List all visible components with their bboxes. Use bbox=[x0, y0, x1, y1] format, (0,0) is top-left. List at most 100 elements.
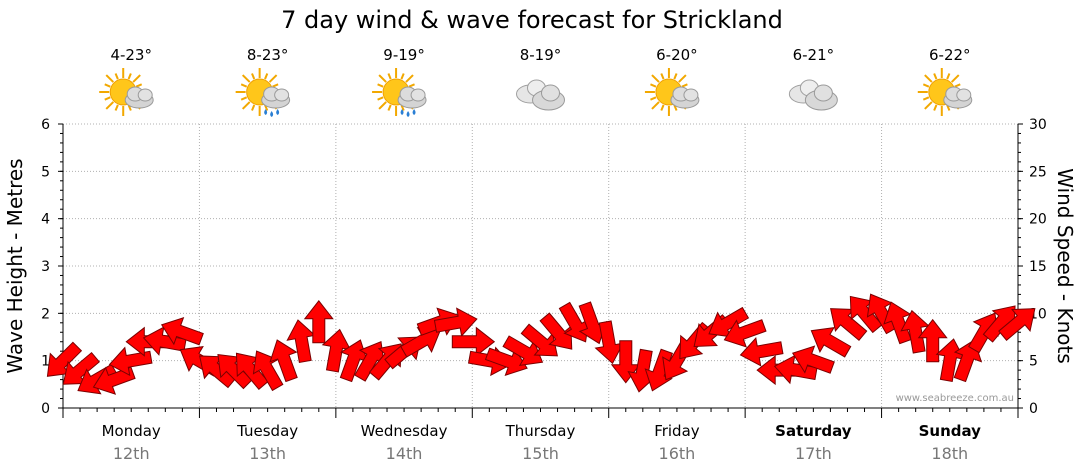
sun-ray bbox=[114, 73, 119, 80]
wind-arrow bbox=[321, 328, 352, 373]
sun-ray bbox=[922, 83, 930, 88]
wind-arrow bbox=[917, 318, 948, 363]
sun-cloud-icon bbox=[644, 68, 700, 116]
sun-ray bbox=[946, 73, 951, 80]
wind-arrow bbox=[62, 351, 100, 385]
wind-arrow bbox=[46, 341, 83, 377]
rain-drop bbox=[412, 109, 416, 115]
cloud-icon bbox=[516, 79, 565, 111]
sun-ray bbox=[651, 101, 660, 110]
sun-ray bbox=[272, 83, 279, 88]
day-date-label: 13th bbox=[249, 444, 286, 463]
temperature-label: 8-19° bbox=[520, 46, 562, 64]
sun-ray bbox=[650, 96, 657, 101]
rain-drop bbox=[276, 109, 280, 115]
right-tick-label: 0 bbox=[1029, 401, 1038, 417]
rain-drop bbox=[406, 111, 410, 117]
chart-title: 7 day wind & wave forecast for Stricklan… bbox=[281, 6, 783, 34]
left-axis-title: Wave Height - Metres bbox=[3, 158, 27, 373]
sun-ray bbox=[251, 104, 256, 111]
sun-ray bbox=[673, 73, 678, 80]
sun-ray bbox=[378, 74, 387, 83]
day-name-label: Wednesday bbox=[361, 422, 448, 440]
cloud-puff bbox=[410, 88, 426, 102]
wind-arrow bbox=[883, 301, 912, 345]
wind-arrow bbox=[108, 346, 153, 377]
sun-ray bbox=[651, 74, 660, 83]
day-name-label: Friday bbox=[654, 422, 700, 440]
right-axis-title: Wind Speed - Knots bbox=[1053, 168, 1077, 364]
left-tick-label: 2 bbox=[41, 306, 50, 322]
wind-arrow bbox=[739, 337, 784, 367]
right-tick-label: 30 bbox=[1029, 117, 1047, 133]
temperature-labels: 4-23° 8-23° 9-19° 8-19° 6-20° 6-21° 6-22° bbox=[110, 46, 970, 64]
rain-drop bbox=[270, 111, 274, 117]
sun-ray bbox=[104, 96, 111, 101]
sun-ray bbox=[377, 96, 384, 101]
cloud-puff bbox=[813, 84, 833, 102]
sun-ray bbox=[950, 74, 960, 83]
sun-ray bbox=[660, 104, 665, 111]
sun-ray bbox=[132, 74, 141, 83]
sun-ray bbox=[924, 101, 933, 110]
day-date-label: 12th bbox=[113, 444, 150, 463]
sun-ray bbox=[922, 96, 930, 101]
cloud-puff bbox=[956, 88, 972, 102]
sun-ray bbox=[264, 73, 269, 80]
day-name-label: Tuesday bbox=[236, 422, 298, 440]
temperature-label: 4-23° bbox=[110, 46, 152, 64]
sun-cloud-rain-icon bbox=[372, 68, 427, 117]
wind-arrow bbox=[791, 345, 835, 374]
wind-arrow bbox=[303, 299, 334, 344]
sun-ray bbox=[933, 104, 938, 111]
sun-ray bbox=[408, 83, 415, 88]
sun-ray bbox=[924, 74, 933, 83]
sun-ray bbox=[104, 83, 111, 88]
cloud-puff bbox=[274, 88, 290, 102]
day-name-label: Monday bbox=[102, 422, 161, 440]
wind-arrow bbox=[830, 308, 868, 341]
day-name-label: Thursday bbox=[505, 422, 576, 440]
watermark: www.seabreeze.com.au bbox=[896, 393, 1014, 404]
cloud-puff bbox=[541, 84, 560, 102]
right-tick-label: 25 bbox=[1029, 164, 1047, 180]
sun-ray bbox=[105, 101, 115, 110]
day-date-label: 16th bbox=[659, 444, 696, 463]
wind-arrow bbox=[998, 308, 1036, 341]
sun-ray bbox=[387, 104, 392, 111]
sun-ray bbox=[241, 101, 251, 110]
wind-arrow bbox=[160, 316, 204, 346]
sun-ray bbox=[114, 104, 119, 111]
right-tick-label: 5 bbox=[1029, 354, 1038, 370]
sun-cloud-rain-icon bbox=[235, 68, 291, 117]
sun-ray bbox=[400, 73, 405, 80]
sun-ray bbox=[240, 96, 248, 101]
wind-arrow bbox=[269, 339, 298, 383]
wind-arrow bbox=[286, 319, 316, 364]
sun-ray bbox=[378, 101, 387, 110]
day-name-label: Saturday bbox=[775, 422, 852, 440]
sun-ray bbox=[681, 83, 688, 88]
cloud-puff bbox=[683, 88, 699, 102]
sun-ray bbox=[268, 74, 278, 83]
rain-drop bbox=[400, 109, 404, 115]
day-date-label: 15th bbox=[522, 444, 559, 463]
wind-arrow bbox=[433, 307, 478, 337]
temperature-label: 6-22° bbox=[929, 46, 971, 64]
wind-arrow bbox=[451, 326, 496, 357]
sun-cloud-icon bbox=[917, 68, 973, 116]
sun-ray bbox=[933, 73, 938, 80]
temperature-label: 6-20° bbox=[656, 46, 698, 64]
rain-drop bbox=[264, 109, 268, 115]
sun-ray bbox=[127, 73, 132, 80]
cloud-icon bbox=[788, 79, 838, 111]
right-tick-label: 20 bbox=[1029, 212, 1047, 228]
sun-ray bbox=[241, 74, 251, 83]
left-tick-label: 6 bbox=[41, 117, 50, 133]
cloud-puff bbox=[137, 88, 153, 102]
sun-ray bbox=[251, 73, 256, 80]
sun-ray bbox=[105, 74, 115, 83]
